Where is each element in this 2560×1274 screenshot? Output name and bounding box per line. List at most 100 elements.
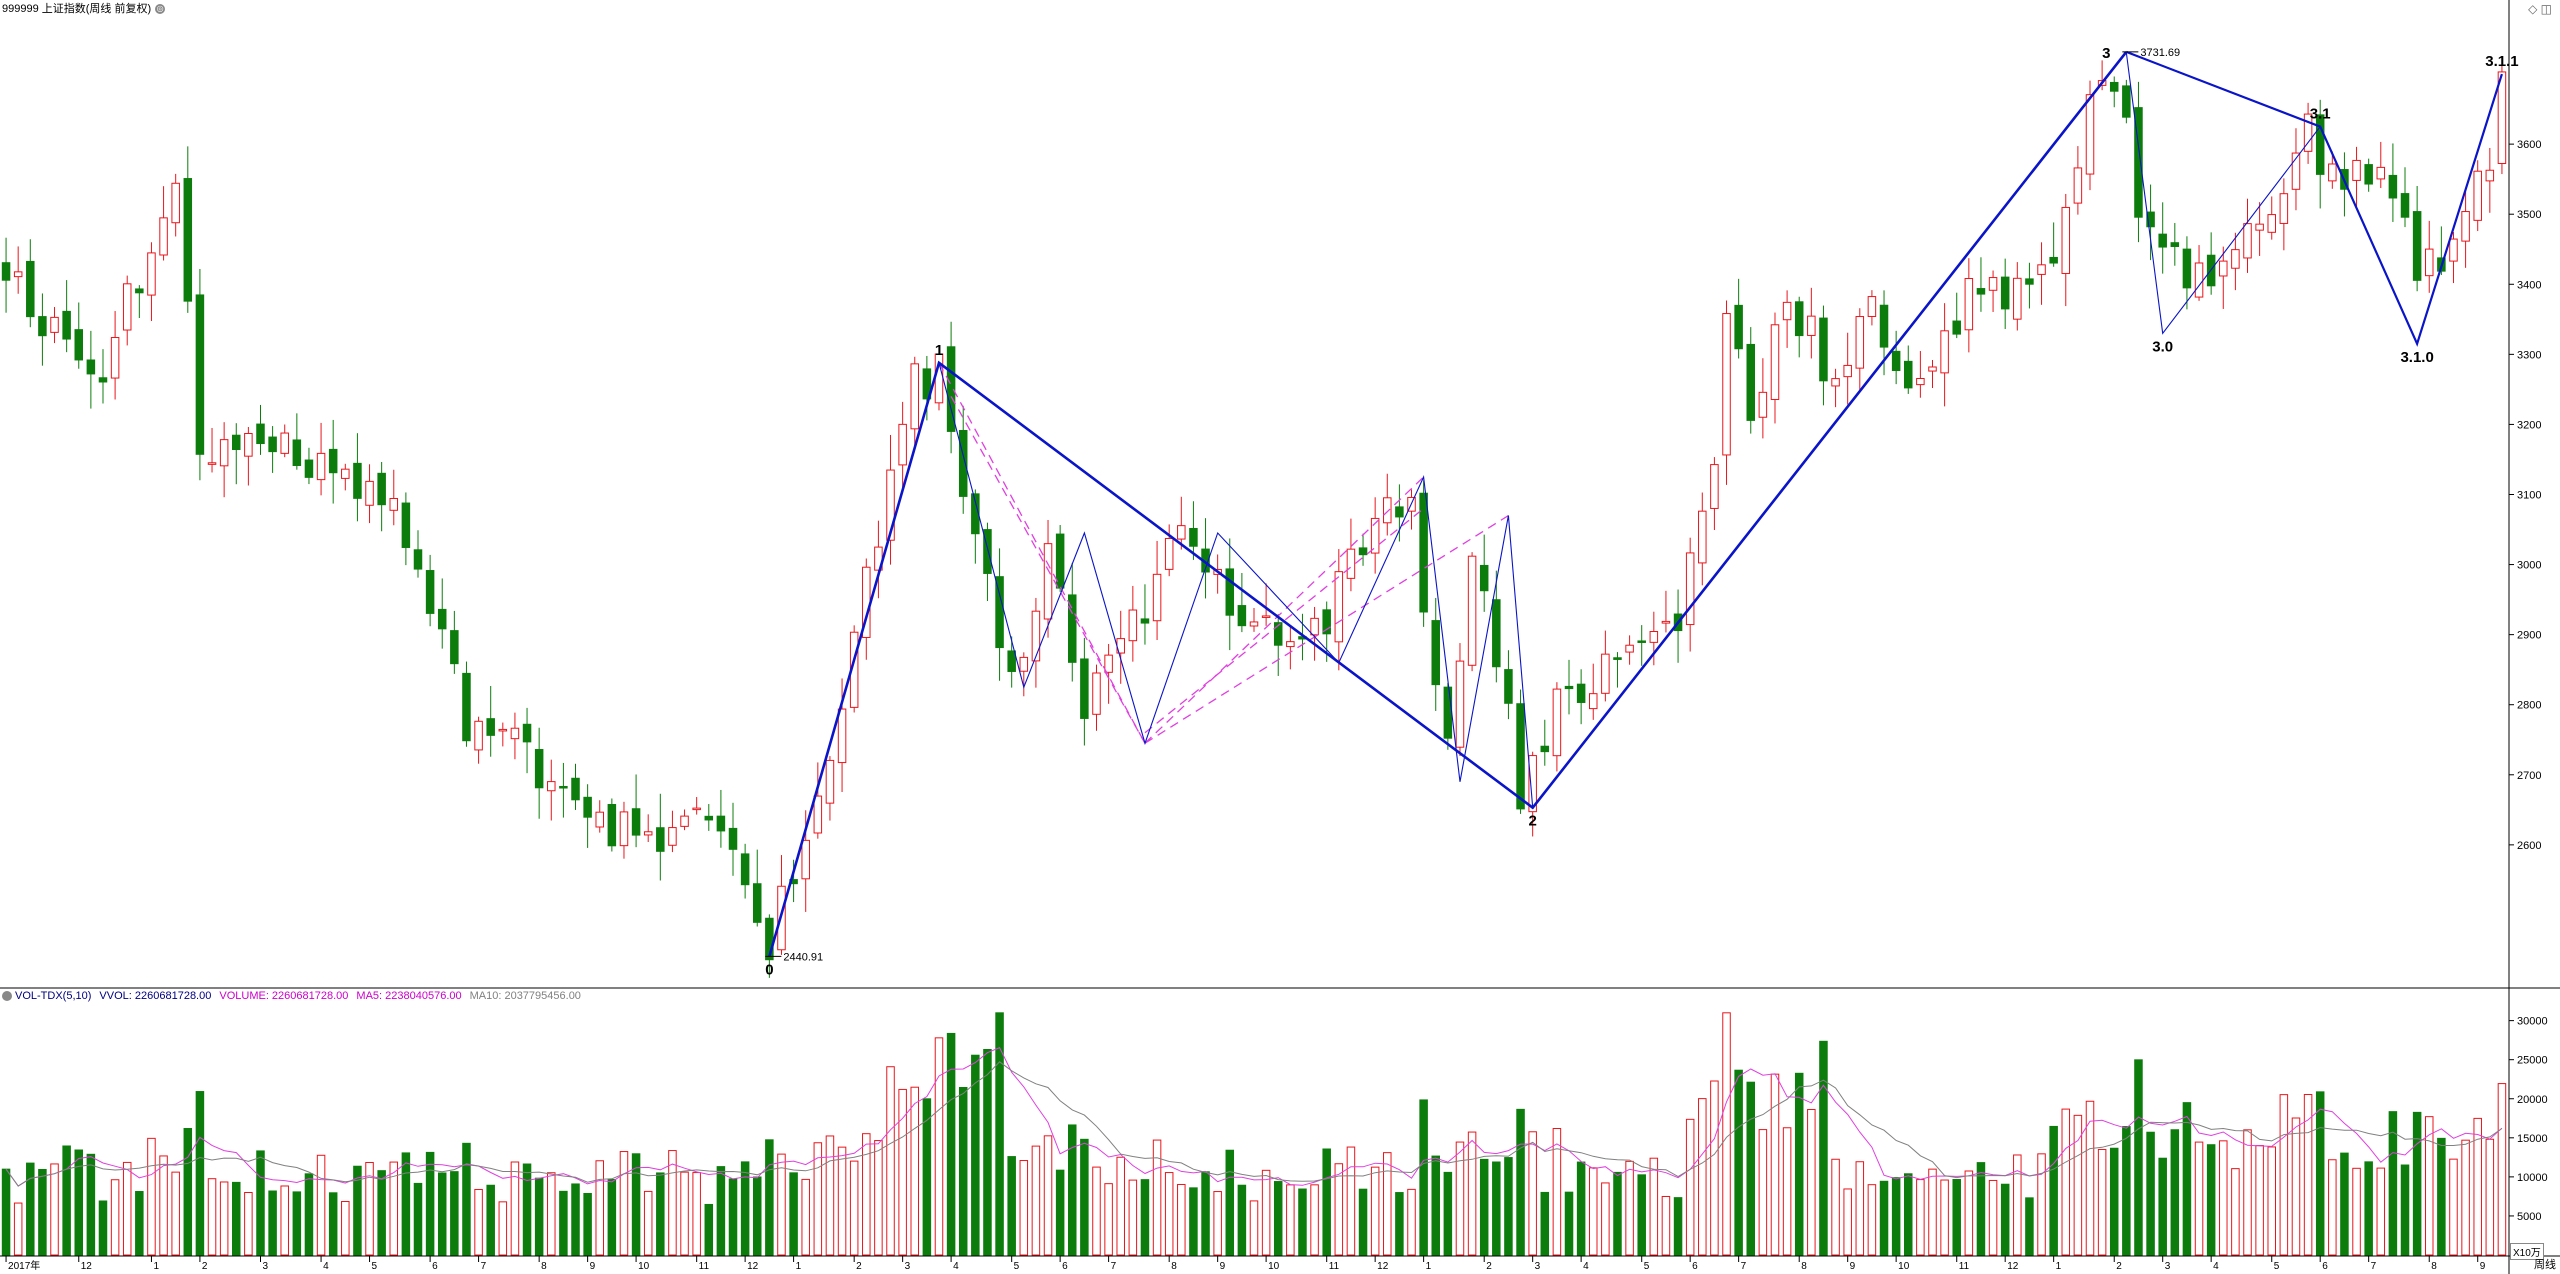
volume-bar [583, 1192, 592, 1256]
volume-bar [983, 1049, 992, 1256]
volume-bar [328, 1192, 338, 1256]
vol-indicator-name[interactable]: VOL-TDX(5,10) [15, 990, 92, 1002]
candle-body [292, 439, 302, 466]
time-tick-label: 7 [481, 1261, 487, 1272]
candle-body [752, 883, 762, 923]
candle-body [643, 831, 653, 836]
candle-body [692, 807, 701, 811]
volume-bar [2013, 1154, 2022, 1256]
volume-bar [1758, 1129, 1768, 1256]
price-axis: 2600 2700 2800 2900 3000 3100 3200 3300 3400 3500… [2509, 139, 2541, 852]
wave-label: 3.1 [2310, 106, 2331, 123]
volume-bar [1807, 1108, 1816, 1256]
volume-bar [1431, 1155, 1440, 1256]
candle-body [1419, 492, 1428, 613]
candle-body [2303, 113, 2313, 152]
volume-bar [1152, 1139, 1162, 1256]
volume-bar [62, 1145, 71, 1256]
volume-bar [195, 1091, 205, 1256]
volume-bar [2315, 1091, 2325, 1256]
candle-body [2461, 211, 2470, 242]
volume-bar [534, 1177, 544, 1256]
candle-body [1758, 391, 1768, 418]
candle-body [62, 310, 71, 340]
time-tick-label: 7 [1741, 1261, 1747, 1272]
candle-body [26, 260, 35, 318]
indicator-icon[interactable] [2, 991, 12, 1002]
volume-bar [1685, 1118, 1695, 1256]
candle-body [219, 439, 229, 467]
candle-body [1104, 654, 1113, 673]
time-tick-label: 11 [699, 1261, 710, 1272]
volume-bar [1770, 1073, 1780, 1256]
volume-bar [135, 1191, 144, 1256]
candle-body [1467, 555, 1477, 666]
time-tick-label: 6 [2322, 1261, 2328, 1272]
candle-body [268, 436, 277, 453]
time-tick-label: 9 [1850, 1261, 1856, 1272]
candle-body [1770, 324, 1780, 400]
candle-body [183, 178, 193, 302]
volume-bar [1370, 1166, 1380, 1256]
wave-label: 0 [765, 961, 773, 978]
candle-body [2449, 238, 2458, 262]
volume-bar [789, 1172, 798, 1256]
wave-label: 1 [935, 342, 943, 359]
candlestick-series [1, 60, 2507, 978]
volume-bar [571, 1183, 580, 1256]
candle-body [1225, 568, 1235, 616]
vvol-value: VVOL: 2260681728.00 [99, 990, 212, 1002]
volume-bar [183, 1128, 193, 1256]
volume-bar [1746, 1081, 1756, 1256]
candle-body [1649, 631, 1659, 643]
period-label[interactable]: 周线 [2534, 1259, 2556, 1271]
candle-body [2497, 71, 2507, 164]
volume-bar [2255, 1145, 2264, 1256]
volume-bar [1443, 1171, 1453, 1256]
window-icons[interactable]: ◇ ◫ [2528, 2, 2552, 16]
candle-body [1322, 609, 1331, 635]
volume-bar [450, 1171, 459, 1256]
time-tick-label: 10 [1898, 1261, 1910, 1272]
price-tick-label: 3600 [2517, 139, 2541, 151]
candle-body [1552, 688, 1562, 757]
volume-bar [110, 1179, 120, 1256]
time-tick-label: 4 [953, 1261, 959, 1272]
candle-body [2400, 193, 2410, 218]
volume-bar [1952, 1179, 1961, 1256]
candle-body [2219, 260, 2228, 277]
candle-body [1516, 703, 1525, 810]
candle-body [1685, 552, 1695, 626]
candle-body [886, 469, 895, 541]
volume-bar [1104, 1183, 1113, 1256]
candle-body [1794, 301, 1804, 337]
chart-title: 999999 上证指数(周线 前复权) ◎ [2, 2, 166, 16]
candle-body [377, 472, 386, 506]
main-wave-line [768, 51, 2128, 957]
candle-body [2424, 248, 2434, 277]
volume-bar [1710, 1080, 1719, 1256]
volume-bar [522, 1163, 532, 1256]
volume-bar [1976, 1162, 1986, 1256]
candle-body [2158, 233, 2167, 248]
volume-bar [425, 1151, 435, 1256]
candle-body [1528, 755, 1537, 813]
volume-bar [1734, 1069, 1743, 1256]
candle-body [898, 423, 907, 466]
volume-bar [510, 1161, 520, 1256]
time-tick-label: 6 [1062, 1261, 1068, 1272]
volume-bar [886, 1066, 895, 1256]
wave-label: 3.1.1 [2485, 53, 2518, 70]
candle-body [1310, 617, 1319, 636]
candle-body [2013, 277, 2022, 320]
candle-body [607, 804, 617, 847]
candle-body [958, 429, 968, 497]
price-annotation: 2440.91 [783, 951, 823, 963]
time-tick-label: 5 [2274, 1261, 2280, 1272]
settings-icon[interactable]: ◎ [155, 4, 166, 15]
candle-body [2049, 256, 2058, 264]
volume-bar [1552, 1128, 1562, 1256]
volume-bar [910, 1086, 920, 1256]
volume-bar [2267, 1146, 2276, 1256]
